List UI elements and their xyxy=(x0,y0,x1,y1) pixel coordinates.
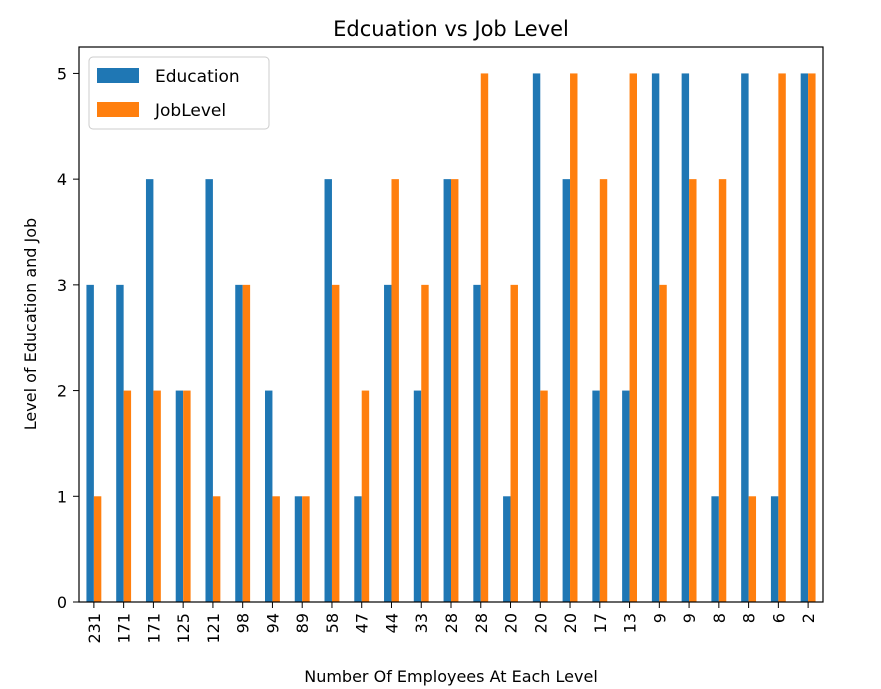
bar-group xyxy=(86,73,816,603)
x-tick-label: 20 xyxy=(531,613,550,633)
bar-joblevel-14 xyxy=(510,284,518,602)
bar-joblevel-6 xyxy=(272,496,280,602)
legend: Education JobLevel xyxy=(88,56,270,130)
x-tick-label: 171 xyxy=(115,613,134,644)
bar-joblevel-18 xyxy=(629,73,637,603)
bar-education-19 xyxy=(651,73,660,603)
bar-joblevel-20 xyxy=(689,179,697,602)
x-tick-label: 33 xyxy=(412,613,431,633)
y-tick-label: 3 xyxy=(57,276,67,295)
y-tick-label: 4 xyxy=(57,170,67,189)
bar-education-8 xyxy=(324,179,332,602)
bar-joblevel-5 xyxy=(242,284,251,602)
x-tick-label: 28 xyxy=(442,613,461,633)
bar-joblevel-11 xyxy=(421,284,429,602)
chart-title: Edcuation vs Job Level xyxy=(333,17,569,41)
bar-education-6 xyxy=(265,390,273,602)
bar-education-9 xyxy=(354,496,362,602)
bar-joblevel-10 xyxy=(391,179,399,602)
bar-joblevel-0 xyxy=(93,496,102,602)
bar-education-15 xyxy=(532,73,541,603)
bar-joblevel-9 xyxy=(361,390,370,602)
x-tick-label: 58 xyxy=(323,613,342,633)
bar-joblevel-17 xyxy=(599,179,608,602)
x-tick-label: 44 xyxy=(382,613,401,633)
x-tick-label: 8 xyxy=(740,613,759,623)
bar-education-17 xyxy=(592,390,600,602)
x-tick-label: 13 xyxy=(621,613,640,633)
bar-education-16 xyxy=(562,179,571,602)
bar-joblevel-2 xyxy=(153,390,161,602)
x-tick-label: 125 xyxy=(174,613,193,644)
x-axis-label: Number Of Employees At Each Level xyxy=(304,667,598,686)
x-tick-label: 28 xyxy=(472,613,491,633)
bar-education-2 xyxy=(145,179,154,602)
y-tick-label: 1 xyxy=(57,487,67,506)
x-tick-label: 20 xyxy=(561,613,580,633)
bar-joblevel-22 xyxy=(748,496,757,602)
bar-joblevel-16 xyxy=(570,73,578,603)
bar-education-10 xyxy=(384,284,392,602)
legend-label-education: Education xyxy=(155,67,240,87)
bar-education-0 xyxy=(86,284,94,602)
bar-education-23 xyxy=(770,496,779,602)
bar-joblevel-15 xyxy=(540,390,548,602)
y-axis: 0 1 2 3 4 5 xyxy=(57,64,79,612)
bar-joblevel-1 xyxy=(123,390,132,602)
x-tick-label: 47 xyxy=(353,613,372,633)
bar-education-20 xyxy=(681,73,690,603)
x-tick-label: 231 xyxy=(85,613,104,644)
bar-education-7 xyxy=(294,496,303,602)
y-axis-label: Level of Education and Job xyxy=(21,218,40,430)
y-tick-label: 5 xyxy=(57,64,67,83)
y-tick-label: 2 xyxy=(57,382,67,401)
x-tick-label: 17 xyxy=(591,613,610,633)
bar-education-1 xyxy=(116,284,124,602)
x-tick-label: 89 xyxy=(293,613,312,633)
bar-education-18 xyxy=(622,390,630,602)
bar-education-4 xyxy=(205,179,213,602)
bar-education-21 xyxy=(711,496,719,602)
bar-education-3 xyxy=(175,390,184,602)
bar-joblevel-19 xyxy=(659,284,667,602)
legend-label-joblevel: JobLevel xyxy=(154,101,226,121)
bar-education-22 xyxy=(741,73,749,603)
x-tick-label: 98 xyxy=(234,613,253,633)
x-tick-label: 2 xyxy=(799,613,818,623)
x-tick-label: 94 xyxy=(263,613,282,633)
bar-education-11 xyxy=(413,390,422,602)
x-axis: 231 171 171 125 121 98 94 89 58 47 44 33 28 28 20 20 20 1… xyxy=(85,602,818,644)
legend-swatch-joblevel xyxy=(97,102,139,117)
bar-education-14 xyxy=(503,496,511,602)
bar-joblevel-3 xyxy=(183,390,191,602)
bar-education-12 xyxy=(443,179,451,602)
bar-joblevel-21 xyxy=(718,179,727,602)
x-tick-label: 121 xyxy=(204,613,223,644)
x-tick-label: 6 xyxy=(769,613,788,623)
x-tick-label: 9 xyxy=(650,613,669,623)
x-tick-label: 9 xyxy=(680,613,699,623)
bar-joblevel-24 xyxy=(808,73,816,603)
x-tick-label: 8 xyxy=(710,613,729,623)
legend-swatch-education xyxy=(97,68,139,83)
bar-joblevel-7 xyxy=(302,496,310,602)
x-tick-label: 20 xyxy=(502,613,521,633)
bar-joblevel-8 xyxy=(331,284,340,602)
bar-joblevel-12 xyxy=(451,179,459,602)
x-tick-label: 171 xyxy=(144,613,163,644)
bar-joblevel-4 xyxy=(212,496,221,602)
bar-education-5 xyxy=(235,284,243,602)
bar-joblevel-13 xyxy=(480,73,489,603)
y-tick-label: 0 xyxy=(57,593,67,612)
bar-education-24 xyxy=(800,73,809,603)
bar-joblevel-23 xyxy=(778,73,786,603)
bar-education-13 xyxy=(473,284,481,602)
